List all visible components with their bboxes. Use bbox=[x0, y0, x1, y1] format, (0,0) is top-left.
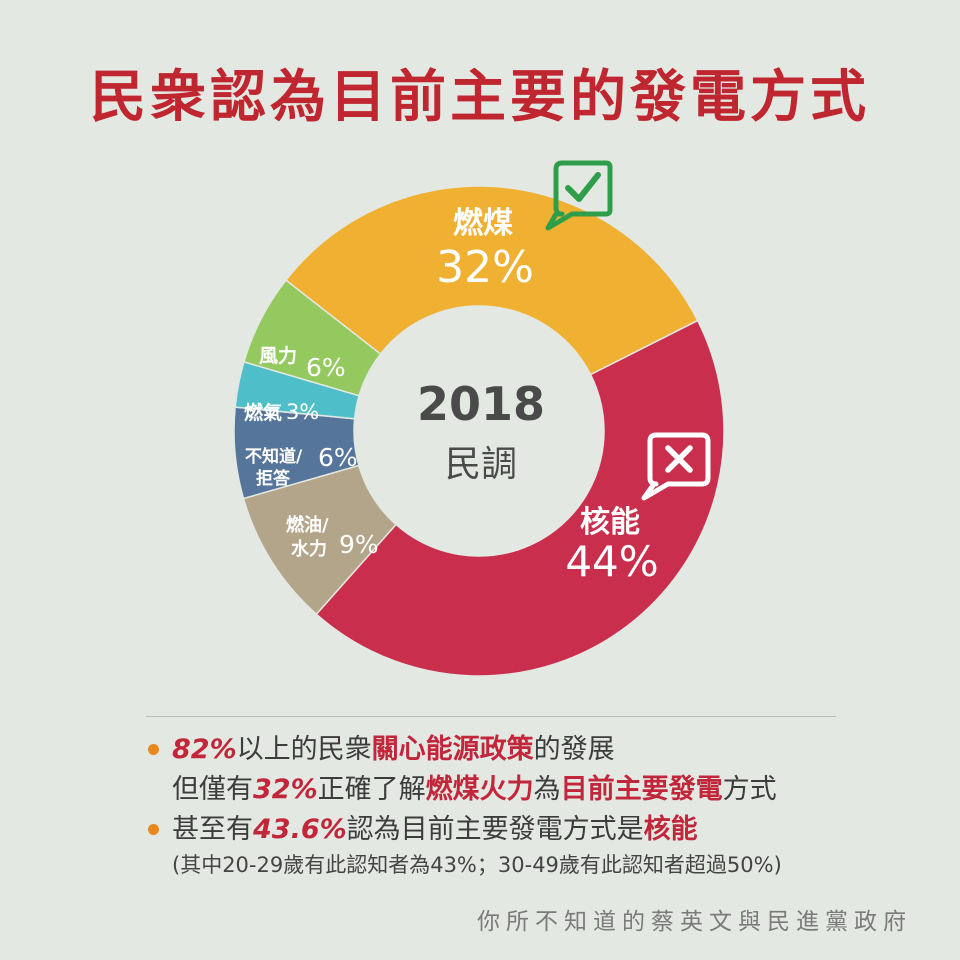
note-1-percent: 82% bbox=[172, 734, 237, 765]
slice-label-coal: 燃煤 bbox=[453, 206, 513, 241]
note-1-highlight: 關心能源政策 bbox=[371, 734, 534, 765]
x-speech-bubble-icon bbox=[641, 432, 711, 501]
note-1-text-b: 的發展 bbox=[533, 734, 615, 765]
slice-value-unknown: 6% bbox=[318, 443, 358, 472]
slice-label-nuclear: 核能 bbox=[580, 505, 640, 540]
donut-slice-nuclear bbox=[315, 319, 725, 677]
note-line-4: (其中20-29歲有此認知者為43%；30-49歲有此認知者超過50%) bbox=[172, 853, 782, 877]
donut-chart: 2018 民調 燃煤 32% 核能 44% 風力 6% 燃氣 3% 不知道/ 拒… bbox=[233, 160, 725, 677]
check-speech-bubble-icon bbox=[545, 160, 613, 231]
donut-slices bbox=[233, 185, 725, 677]
slice-label-gas: 燃氣 bbox=[244, 401, 282, 424]
note-3-text-b: 認為目前主要發電方式是 bbox=[346, 814, 644, 845]
slice-label-oil-hydro-line1: 燃油/ bbox=[286, 514, 329, 536]
center-label: 民調 bbox=[445, 444, 517, 485]
footer-credit: 你所不知道的蔡英文與民進黨政府 bbox=[477, 909, 912, 935]
slice-value-nuclear: 44% bbox=[565, 537, 658, 586]
note-2-highlight-1: 燃煤火力 bbox=[425, 774, 534, 805]
note-2-highlight-2: 目前主要發電 bbox=[560, 774, 723, 805]
note-2-text-b: 正確了解 bbox=[317, 774, 426, 805]
note-2-text-d: 方式 bbox=[722, 774, 777, 805]
divider bbox=[146, 716, 836, 717]
slice-value-coal: 32% bbox=[436, 242, 534, 293]
slice-label-unknown-line1: 不知道/ bbox=[245, 446, 303, 467]
slice-label-unknown: 不知道/ 拒答 bbox=[245, 446, 308, 489]
note-2-percent: 32% bbox=[253, 774, 318, 805]
slice-label-unknown-line2: 拒答 bbox=[256, 468, 291, 489]
note-line-3: 甚至有43.6%認為目前主要發電方式是核能 bbox=[146, 810, 866, 850]
note-3-percent: 43.6% bbox=[253, 814, 347, 845]
note-3-highlight: 核能 bbox=[643, 814, 698, 845]
bullet-dot bbox=[148, 744, 159, 755]
bullet-dot bbox=[148, 824, 159, 835]
slice-value-gas: 3% bbox=[286, 400, 319, 424]
note-line-1: 82%以上的民衆關心能源政策的發展 bbox=[146, 730, 866, 770]
notes: 82%以上的民衆關心能源政策的發展 但僅有32%正確了解燃煤火力為目前主要發電方… bbox=[146, 730, 866, 880]
donut-hole bbox=[354, 306, 604, 556]
slice-value-wind: 6% bbox=[306, 353, 346, 382]
note-line-2: 但僅有32%正確了解燃煤火力為目前主要發電方式 bbox=[146, 770, 866, 810]
slice-value-oil-hydro: 9% bbox=[339, 530, 379, 559]
slice-label-oil-hydro: 燃油/ 水力 bbox=[286, 514, 335, 560]
slice-label-oil-hydro-line2: 水力 bbox=[291, 538, 327, 560]
note-2-text-a: 但僅有 bbox=[172, 774, 253, 805]
note-2-text-c: 為 bbox=[533, 774, 561, 805]
note-1-text-a: 以上的民衆 bbox=[236, 734, 372, 765]
center-year: 2018 bbox=[417, 377, 545, 431]
page-title: 民衆認為目前主要的發電方式 bbox=[90, 65, 870, 130]
note-3-text-a: 甚至有 bbox=[172, 814, 253, 845]
slice-label-wind: 風力 bbox=[259, 344, 297, 367]
